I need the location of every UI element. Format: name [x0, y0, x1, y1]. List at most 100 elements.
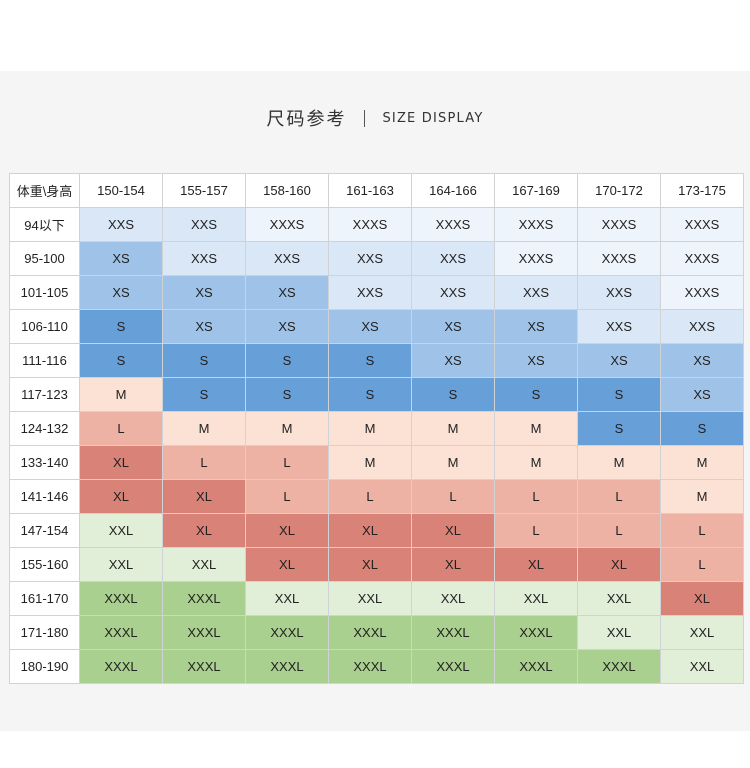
header-row: 体重\身高 150-154 155-157 158-160 161-163 164-166…	[9, 173, 744, 208]
height-header: 170-172	[577, 173, 661, 208]
size-cell: XL	[79, 445, 163, 480]
size-cell: L	[660, 547, 744, 582]
size-cell: XXXS	[494, 207, 578, 242]
size-cell: XXL	[577, 615, 661, 650]
size-cell: S	[79, 343, 163, 378]
size-cell: L	[79, 411, 163, 446]
size-cell: XS	[245, 275, 329, 310]
size-cell: XL	[79, 479, 163, 514]
size-cell: L	[162, 445, 246, 480]
size-cell: XS	[577, 343, 661, 378]
size-cell: XL	[328, 513, 412, 548]
size-cell: XXS	[79, 207, 163, 242]
size-cell: M	[411, 411, 495, 446]
size-cell: XXXS	[245, 207, 329, 242]
size-cell: L	[245, 479, 329, 514]
table-row: 141-146 XL XL L L L L L M	[9, 479, 744, 514]
size-cell: XL	[245, 513, 329, 548]
height-header: 164-166	[411, 173, 495, 208]
size-cell: XXL	[660, 649, 744, 684]
size-cell: XXXS	[660, 275, 744, 310]
weight-header: 133-140	[9, 445, 80, 480]
size-cell: XXS	[162, 207, 246, 242]
size-cell: L	[660, 513, 744, 548]
size-cell: XS	[494, 309, 578, 344]
size-cell: M	[411, 445, 495, 480]
size-cell: XXXS	[660, 207, 744, 242]
size-cell: S	[162, 343, 246, 378]
size-cell: XL	[660, 581, 744, 616]
size-cell: XXXS	[411, 207, 495, 242]
title-english: SIZE DISPLAY	[382, 110, 484, 126]
size-cell: XS	[162, 275, 246, 310]
weight-header: 117-123	[9, 377, 80, 412]
size-cell: S	[411, 377, 495, 412]
size-cell: L	[494, 479, 578, 514]
section-title: 尺码参考 SIZE DISPLAY	[0, 106, 750, 130]
weight-header: 124-132	[9, 411, 80, 446]
size-cell: XXS	[162, 241, 246, 276]
size-cell: XS	[660, 377, 744, 412]
table-row: 94以下 XXS XXS XXXS XXXS XXXS XXXS XXXS XXXS	[9, 207, 744, 242]
size-cell: XL	[162, 513, 246, 548]
size-cell: XXS	[494, 275, 578, 310]
size-cell: XS	[79, 241, 163, 276]
title-divider	[364, 109, 366, 127]
weight-header: 147-154	[9, 513, 80, 548]
size-cell: XS	[494, 343, 578, 378]
weight-header: 161-170	[9, 581, 80, 616]
weight-header: 180-190	[9, 649, 80, 684]
size-cell: S	[577, 377, 661, 412]
size-cell: XXXL	[577, 649, 661, 684]
size-cell: S	[328, 343, 412, 378]
size-cell: XXXL	[79, 615, 163, 650]
size-cell: XXXS	[328, 207, 412, 242]
size-cell: XXXS	[577, 241, 661, 276]
size-cell: S	[245, 377, 329, 412]
table-row: 95-100 XS XXS XXS XXS XXS XXXS XXXS XXXS	[9, 241, 744, 276]
size-cell: L	[577, 479, 661, 514]
size-cell: XXL	[494, 581, 578, 616]
size-cell: XL	[245, 547, 329, 582]
size-cell: XXXS	[494, 241, 578, 276]
size-cell: M	[245, 411, 329, 446]
size-cell: XXXL	[494, 649, 578, 684]
height-header: 167-169	[494, 173, 578, 208]
size-cell: XXS	[328, 275, 412, 310]
size-cell: S	[660, 411, 744, 446]
size-cell: S	[162, 377, 246, 412]
table-row: 161-170 XXXL XXXL XXL XXL XXL XXL XXL XL	[9, 581, 744, 616]
size-cell: L	[411, 479, 495, 514]
size-cell: XXS	[245, 241, 329, 276]
size-cell: M	[494, 445, 578, 480]
size-cell: S	[79, 309, 163, 344]
table-row: 106-110 S XS XS XS XS XS XXS XXS	[9, 309, 744, 344]
height-header: 150-154	[79, 173, 163, 208]
weight-header: 95-100	[9, 241, 80, 276]
size-cell: M	[79, 377, 163, 412]
size-cell: M	[660, 479, 744, 514]
weight-header: 94以下	[9, 207, 80, 242]
table-row: 147-154 XXL XL XL XL XL L L L	[9, 513, 744, 548]
size-cell: XXS	[577, 275, 661, 310]
size-cell: M	[328, 445, 412, 480]
size-cell: S	[577, 411, 661, 446]
size-cell: XXS	[577, 309, 661, 344]
height-header: 155-157	[162, 173, 246, 208]
weight-header: 171-180	[9, 615, 80, 650]
size-cell: XS	[411, 343, 495, 378]
size-cell: XL	[494, 547, 578, 582]
size-cell: S	[328, 377, 412, 412]
size-cell: S	[245, 343, 329, 378]
size-cell: XL	[328, 547, 412, 582]
size-cell: L	[328, 479, 412, 514]
table-row: 124-132 L M M M M M S S	[9, 411, 744, 446]
size-cell: XXS	[328, 241, 412, 276]
size-cell: XL	[411, 513, 495, 548]
size-cell: XXXL	[162, 581, 246, 616]
size-cell: XXXL	[328, 615, 412, 650]
size-cell: XL	[411, 547, 495, 582]
size-cell: M	[328, 411, 412, 446]
size-cell: XXL	[245, 581, 329, 616]
size-cell: XXS	[411, 275, 495, 310]
